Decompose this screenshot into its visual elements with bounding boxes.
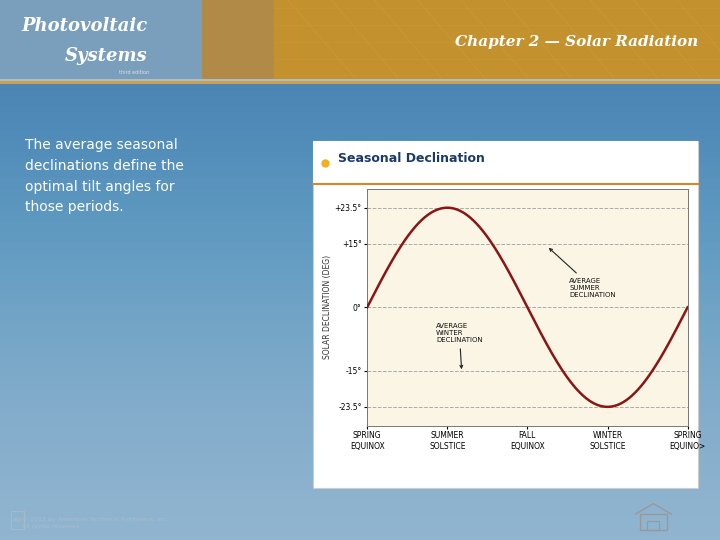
Text: third edition: third edition <box>119 70 149 75</box>
Bar <box>0 79 720 84</box>
Text: Seasonal Declination: Seasonal Declination <box>338 152 485 165</box>
Text: © 2013 by American Technical Publishers, Inc.
All rights reserved: © 2013 by American Technical Publishers,… <box>22 516 168 529</box>
Text: Systems: Systems <box>65 47 148 65</box>
Text: The average seasonal
declinations define the
optimal tilt angles for
those perio: The average seasonal declinations define… <box>25 138 184 214</box>
Bar <box>639 514 667 530</box>
Bar <box>202 0 720 84</box>
Bar <box>313 141 698 488</box>
Text: AVERAGE
WINTER
DECLINATION: AVERAGE WINTER DECLINATION <box>436 323 482 368</box>
Text: atp: atp <box>13 517 22 522</box>
Y-axis label: SOLAR DECLINATION (DEG): SOLAR DECLINATION (DEG) <box>323 255 332 359</box>
Text: Chapter 2 — Solar Radiation: Chapter 2 — Solar Radiation <box>455 35 698 49</box>
Text: AVERAGE
SUMMER
DECLINATION: AVERAGE SUMMER DECLINATION <box>549 248 616 298</box>
Text: Photovoltaic: Photovoltaic <box>22 17 148 35</box>
Bar <box>647 521 659 530</box>
Bar <box>313 141 698 184</box>
Bar <box>274 0 720 84</box>
Bar <box>11 511 24 529</box>
Bar <box>0 81 720 84</box>
